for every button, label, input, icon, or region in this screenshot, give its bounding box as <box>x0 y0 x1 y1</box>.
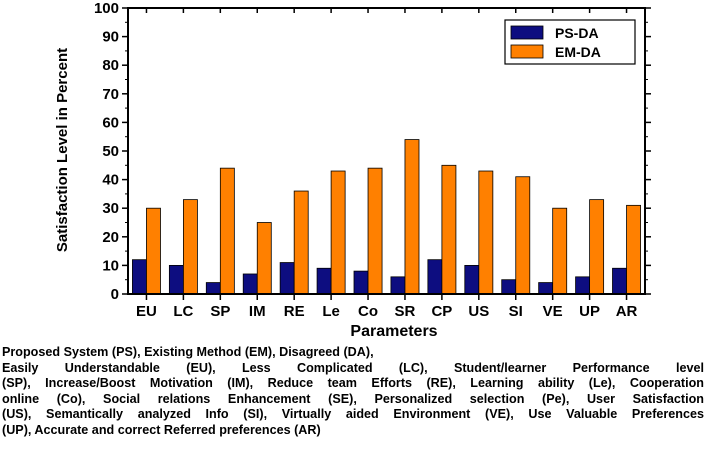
bar-ps-da-cp <box>427 259 443 295</box>
bar-ps-da-eu <box>132 259 147 295</box>
caption-line: (SP), Increase/Boost Motivation (IM), Re… <box>2 376 704 391</box>
bar-em-da-cp <box>441 164 457 295</box>
bar-ps-da-im <box>242 273 258 295</box>
bar-em-da-si <box>515 176 531 295</box>
bar-em-da-sr <box>404 139 420 295</box>
bar-ps-da-ve <box>538 282 554 295</box>
bar-ps-da-sp <box>205 282 221 295</box>
figure-caption: Proposed System (PS), Existing Method (E… <box>2 345 704 439</box>
caption-line: Proposed System (PS), Existing Method (E… <box>2 345 374 359</box>
y-tick-label: 80 <box>102 57 119 74</box>
bar-ps-da-up <box>575 276 591 295</box>
x-tick-label: CP <box>431 303 452 320</box>
bar-em-da-co <box>367 167 383 295</box>
caption-line: online (Co), Social relations Enhancemen… <box>2 391 704 406</box>
y-tick-label: 60 <box>102 114 119 131</box>
bar-em-da-eu <box>146 207 161 295</box>
y-tick-label: 40 <box>102 172 119 189</box>
legend-swatch-ps-da <box>510 25 544 40</box>
bar-ps-da-le <box>316 267 332 295</box>
bar-ps-da-co <box>353 270 369 295</box>
x-tick-label: Le <box>322 303 340 320</box>
x-tick-label: IM <box>249 303 266 320</box>
bar-em-da-le <box>330 170 346 295</box>
x-tick-label: SP <box>210 303 230 320</box>
y-tick-label: 50 <box>102 143 119 160</box>
bar-em-da-up <box>589 199 605 295</box>
bar-em-da-ar <box>626 204 641 295</box>
bar-em-da-sp <box>219 167 235 295</box>
x-axis-label: Parameters <box>350 323 437 340</box>
legend-label: PS-DA <box>555 25 599 41</box>
y-tick-label: 100 <box>94 0 119 17</box>
x-tick-label: SI <box>509 303 523 320</box>
y-tick-label: 20 <box>102 229 119 246</box>
x-tick-label: SR <box>395 303 416 320</box>
caption-line: (UP), Accurate and correct Referred pref… <box>2 422 321 437</box>
y-tick-label: 70 <box>102 86 119 103</box>
bar-em-da-us <box>478 170 494 295</box>
x-tick-label: AR <box>616 303 638 320</box>
bar-em-da-lc <box>182 199 198 295</box>
y-tick-label: 30 <box>102 200 119 217</box>
legend-swatch-em-da <box>510 44 544 59</box>
x-tick-label: Co <box>358 303 378 320</box>
bar-ps-da-us <box>464 264 480 295</box>
x-tick-label: RE <box>284 303 305 320</box>
bar-em-da-im <box>256 222 272 295</box>
y-tick-label: 90 <box>102 29 119 46</box>
bar-ps-da-sr <box>390 276 406 295</box>
x-tick-label: UP <box>579 303 600 320</box>
y-axis-label: Satisfaction Level in Percent <box>54 48 71 252</box>
x-tick-label: LC <box>173 303 193 320</box>
bar-em-da-re <box>293 190 309 295</box>
caption-line: Easily Understandable (EU), Less Complic… <box>2 360 704 375</box>
x-tick-label: VE <box>543 303 563 320</box>
legend-label: EM-DA <box>555 44 601 60</box>
bar-ps-da-lc <box>168 264 184 295</box>
bar-ps-da-si <box>501 279 517 295</box>
bar-ps-da-re <box>279 262 295 295</box>
y-tick-label: 10 <box>102 257 119 274</box>
plot-frame <box>127 7 646 295</box>
x-tick-label: EU <box>136 303 157 320</box>
bar-ps-da-ar <box>612 267 627 295</box>
chart-container: 0 10 20 30 40 50 60 70 80 90 100 EU LC SP IM RE Le Co SR CP… <box>54 0 651 340</box>
bar-chart: 0 10 20 30 40 50 60 70 80 90 100 EU LC SP IM RE Le Co SR CP… <box>54 0 651 340</box>
y-tick-label: 0 <box>111 286 119 303</box>
caption-line: (US), Semantically analyzed Info (SI), V… <box>2 407 704 422</box>
bar-em-da-ve <box>552 207 568 295</box>
x-tick-label: US <box>468 303 489 320</box>
